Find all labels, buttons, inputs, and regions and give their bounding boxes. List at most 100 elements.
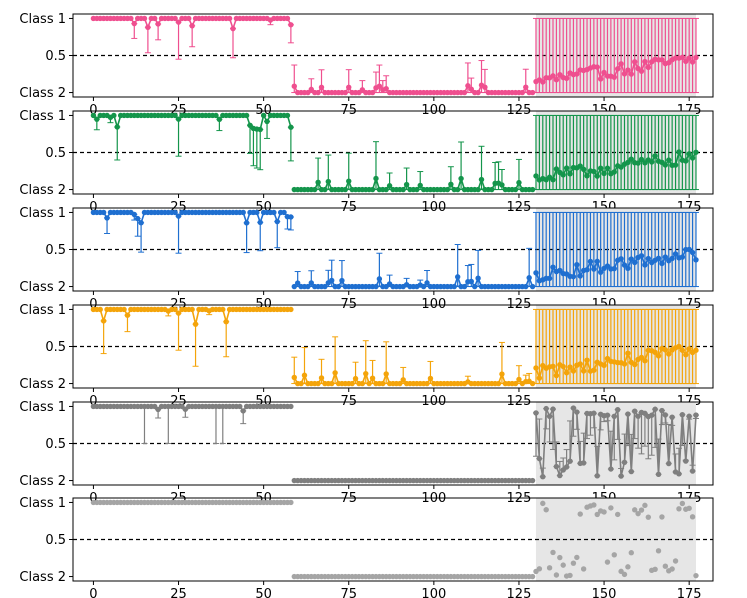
data-point <box>574 409 580 415</box>
data-point <box>672 162 679 168</box>
data-point <box>662 412 669 418</box>
data-point <box>625 411 631 417</box>
data-point <box>557 472 563 479</box>
data-point <box>533 173 539 179</box>
data-point <box>315 380 321 387</box>
data-point <box>529 380 536 387</box>
y-tick-label: 0.5 <box>45 146 66 161</box>
data-point <box>563 75 570 82</box>
data-point <box>686 505 692 511</box>
data-point <box>628 156 634 162</box>
data-point <box>189 306 195 313</box>
data-point <box>175 116 182 122</box>
y-tick-label: Class 1 <box>19 206 66 221</box>
data-point <box>570 273 577 280</box>
data-point <box>570 405 577 411</box>
data-point <box>642 58 648 65</box>
data-point <box>451 283 457 290</box>
data-point <box>652 349 658 355</box>
data-point <box>693 54 699 61</box>
data-point <box>628 256 634 262</box>
data-point <box>97 306 103 313</box>
data-point <box>645 255 652 262</box>
data-point <box>298 380 304 387</box>
data-point <box>686 346 692 352</box>
data-point <box>686 413 692 419</box>
data-point <box>638 156 645 163</box>
data-point <box>621 459 628 465</box>
data-point <box>666 351 672 357</box>
data-point <box>264 118 270 125</box>
data-point <box>649 159 655 165</box>
data-point <box>342 89 349 96</box>
data-point <box>128 15 134 22</box>
data-point <box>686 151 692 157</box>
data-point <box>420 283 427 290</box>
data-point <box>563 370 570 376</box>
data-point <box>288 214 294 220</box>
data-point <box>335 283 342 290</box>
data-point <box>683 158 689 164</box>
data-point <box>580 460 587 466</box>
data-point <box>543 507 549 513</box>
data-point <box>448 181 454 187</box>
data-point <box>659 57 665 63</box>
data-point <box>632 259 638 266</box>
data-point <box>642 410 648 417</box>
y-tick-label: Class 2 <box>19 570 66 585</box>
data-point <box>618 61 624 67</box>
data-point <box>523 283 529 290</box>
data-point <box>662 347 669 353</box>
y-tick-label: Class 1 <box>19 303 66 318</box>
data-point <box>584 173 590 179</box>
x-tick-label: 150 <box>592 587 617 598</box>
data-point <box>315 89 321 96</box>
data-point <box>138 220 144 226</box>
data-point <box>536 375 543 381</box>
data-point <box>540 500 546 507</box>
data-point <box>574 262 580 268</box>
data-point <box>591 410 597 416</box>
data-point <box>424 380 430 387</box>
y-tick-label: 0.5 <box>45 437 66 452</box>
data-point <box>468 86 474 92</box>
data-point <box>291 83 297 89</box>
data-point <box>465 83 471 89</box>
data-point <box>318 375 325 381</box>
data-point <box>454 274 461 280</box>
data-point <box>274 218 280 225</box>
data-point <box>325 178 332 185</box>
y-tick-label: Class 2 <box>19 474 66 489</box>
data-point <box>584 357 590 363</box>
data-point <box>693 257 699 263</box>
data-point <box>570 368 577 374</box>
data-point <box>260 112 267 119</box>
data-point <box>536 566 543 572</box>
data-point <box>475 186 481 193</box>
data-point <box>683 352 689 358</box>
data-point <box>621 571 628 578</box>
data-point <box>540 79 546 85</box>
data-point <box>689 155 696 161</box>
data-point <box>383 85 389 92</box>
data-point <box>346 84 352 90</box>
data-point <box>546 275 553 282</box>
data-point <box>550 264 556 270</box>
data-point <box>635 510 641 517</box>
data-point <box>397 380 403 387</box>
data-point <box>604 559 611 565</box>
data-point <box>628 550 634 556</box>
data-point <box>560 172 566 178</box>
data-point <box>686 55 692 61</box>
data-point <box>594 258 600 265</box>
data-point <box>604 412 611 418</box>
data-point <box>591 502 597 508</box>
data-point <box>172 209 178 216</box>
data-point <box>288 22 294 28</box>
data-point <box>662 563 669 569</box>
data-point <box>597 269 604 275</box>
data-point <box>342 186 349 193</box>
data-point <box>308 280 314 286</box>
